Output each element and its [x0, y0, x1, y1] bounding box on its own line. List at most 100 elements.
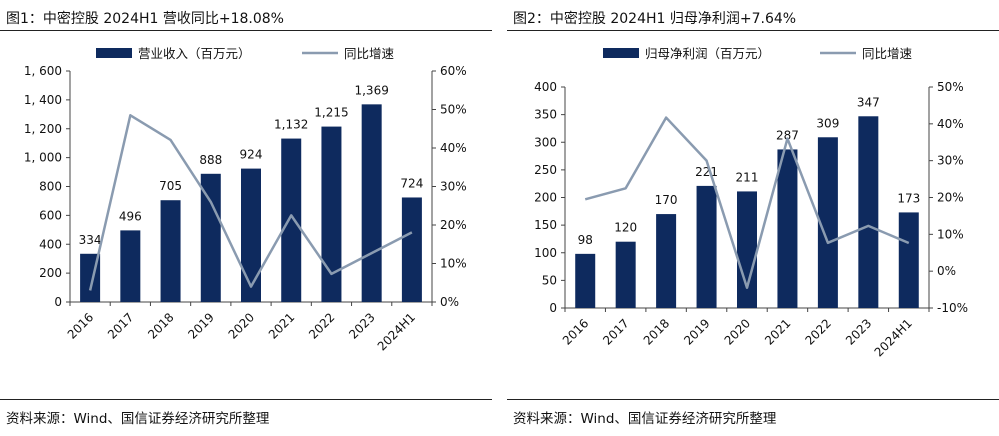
- bar-data-label: 309: [816, 116, 839, 130]
- right-axis-tick-label: 40%: [937, 117, 964, 131]
- left-axis-tick-label: 400: [534, 80, 557, 94]
- left-axis-tick-label: 1, 000: [24, 151, 62, 165]
- x-axis-tick-label: 2021: [762, 316, 793, 347]
- bar: [575, 253, 596, 308]
- right-axis-tick-label: 10%: [937, 227, 964, 241]
- bar-data-label: 1,369: [354, 83, 388, 97]
- bar-data-label: 705: [159, 179, 182, 193]
- x-axis-tick-label: 2018: [145, 310, 176, 341]
- x-axis-tick-label: 2016: [65, 310, 96, 341]
- left-axis-tick-label: 200: [534, 191, 557, 205]
- left-axis-tick-label: 350: [534, 108, 557, 122]
- legend-bar-label: 归母净利润（百万元）: [645, 46, 770, 61]
- chart-panel-revenue: 图1：中密控股 2024H1 营收同比+18.08% 0 200 400 600 800…: [0, 0, 492, 436]
- x-axis-tick-label: 2016: [560, 316, 591, 347]
- legend-bar-label: 营业收入（百万元）: [138, 46, 251, 61]
- x-axis-tick-label: 2022: [306, 310, 337, 341]
- bar-data-label: 496: [119, 209, 142, 223]
- bar: [281, 138, 302, 302]
- x-axis-tick-label: 2020: [722, 316, 753, 347]
- bar: [777, 149, 798, 308]
- x-axis-tick-label: 2017: [105, 310, 136, 341]
- right-axis-tick-label: 20%: [440, 218, 467, 232]
- right-axis-tick-label: 30%: [440, 180, 467, 194]
- revenue-chart: 0 200 400 600 800 1, 000 1, 200 1, 400 1, 600 0% 1…: [24, 46, 467, 353]
- bar-data-label: 98: [578, 233, 593, 247]
- bar-data-label: 924: [240, 148, 263, 162]
- legend-line-label: 同比增速: [344, 46, 395, 61]
- legend-bar-swatch: [96, 48, 132, 58]
- bar-data-label: 170: [655, 193, 678, 207]
- right-axis-tick-label: 0%: [440, 295, 459, 309]
- bar: [120, 230, 141, 302]
- right-axis-tick-label: 0%: [937, 264, 956, 278]
- left-axis-tick-label: 0: [549, 301, 557, 315]
- x-axis-tick-label: 2018: [641, 316, 672, 347]
- left-axis-tick-label: 1, 400: [24, 93, 62, 107]
- title-divider: [0, 30, 492, 31]
- bar: [401, 197, 422, 302]
- bar: [615, 241, 636, 308]
- right-axis-tick-label: 50%: [440, 103, 467, 117]
- source-divider: [507, 399, 999, 400]
- bar-data-label: 1,215: [314, 106, 348, 120]
- source-divider: [0, 399, 492, 400]
- legend-bar-swatch: [603, 48, 639, 58]
- bar-data-label: 347: [857, 95, 880, 109]
- left-axis-tick-label: 800: [39, 180, 62, 194]
- right-axis-tick-label: 50%: [937, 80, 964, 94]
- bar-data-label: 724: [400, 176, 423, 190]
- bar: [361, 104, 382, 303]
- bar: [321, 126, 342, 302]
- bar-data-label: 334: [79, 233, 102, 247]
- x-axis-tick-label: 2017: [600, 316, 631, 347]
- left-axis-tick-label: 150: [534, 218, 557, 232]
- right-axis-tick-label: 40%: [440, 141, 467, 155]
- title-divider: [507, 30, 999, 31]
- right-axis-tick-label: 30%: [937, 154, 964, 168]
- bar: [898, 212, 919, 308]
- left-axis-tick-label: 1, 200: [24, 122, 62, 136]
- left-axis-tick-label: 1, 600: [24, 64, 62, 78]
- x-axis-tick-label: 2021: [266, 310, 297, 341]
- left-axis-tick-label: 200: [39, 266, 62, 280]
- x-axis-tick-label: 2024H1: [375, 310, 418, 353]
- bar-data-label: 888: [199, 153, 222, 167]
- left-axis-tick-label: 100: [534, 246, 557, 260]
- bar: [160, 200, 181, 302]
- bar: [656, 214, 677, 308]
- left-axis-tick-label: 50: [542, 273, 557, 287]
- source-note: 资料来源：Wind、国信证券经济研究所整理: [6, 411, 270, 427]
- right-axis-tick-label: 60%: [440, 64, 467, 78]
- x-axis-tick-label: 2020: [226, 310, 257, 341]
- bar: [737, 191, 757, 308]
- left-axis-tick-label: 600: [39, 208, 62, 222]
- bar-data-label: 173: [897, 191, 920, 205]
- bar: [858, 116, 879, 308]
- right-axis-tick-label: 10%: [440, 257, 467, 271]
- bar-data-label: 1,132: [274, 118, 308, 132]
- chart-panel-net-profit: 图2：中密控股 2024H1 归母净利润+7.64% 0 50 100 150 200 2…: [507, 0, 999, 436]
- bar-data-label: 287: [776, 128, 799, 142]
- left-axis-tick-label: 300: [534, 135, 557, 149]
- x-axis-tick-label: 2019: [185, 310, 216, 341]
- bar: [200, 173, 221, 302]
- x-axis-tick-label: 2019: [681, 316, 712, 347]
- bar: [241, 168, 261, 302]
- left-axis-tick-label: 0: [54, 295, 62, 309]
- right-axis-tick-label: 20%: [937, 191, 964, 205]
- left-axis-tick-label: 400: [39, 237, 62, 251]
- x-axis-tick-label: 2024H1: [872, 316, 915, 359]
- bar-data-label: 120: [614, 221, 637, 235]
- left-axis-tick-label: 250: [534, 163, 557, 177]
- bar-data-label: 221: [695, 165, 718, 179]
- x-axis-tick-label: 2022: [803, 316, 834, 347]
- bar: [817, 137, 838, 308]
- x-axis-tick-label: 2023: [346, 310, 377, 341]
- source-note: 资料来源：Wind、国信证券经济研究所整理: [513, 411, 777, 427]
- net-profit-chart: 0 50 100 150 200 250 300 350 400 -10% 0% 10% 20% 30% 4…: [534, 46, 968, 359]
- right-axis-tick-label: -10%: [937, 301, 968, 315]
- legend-line-label: 同比增速: [862, 46, 913, 61]
- bar: [696, 185, 717, 308]
- chart-title: 图2：中密控股 2024H1 归母净利润+7.64%: [513, 11, 797, 27]
